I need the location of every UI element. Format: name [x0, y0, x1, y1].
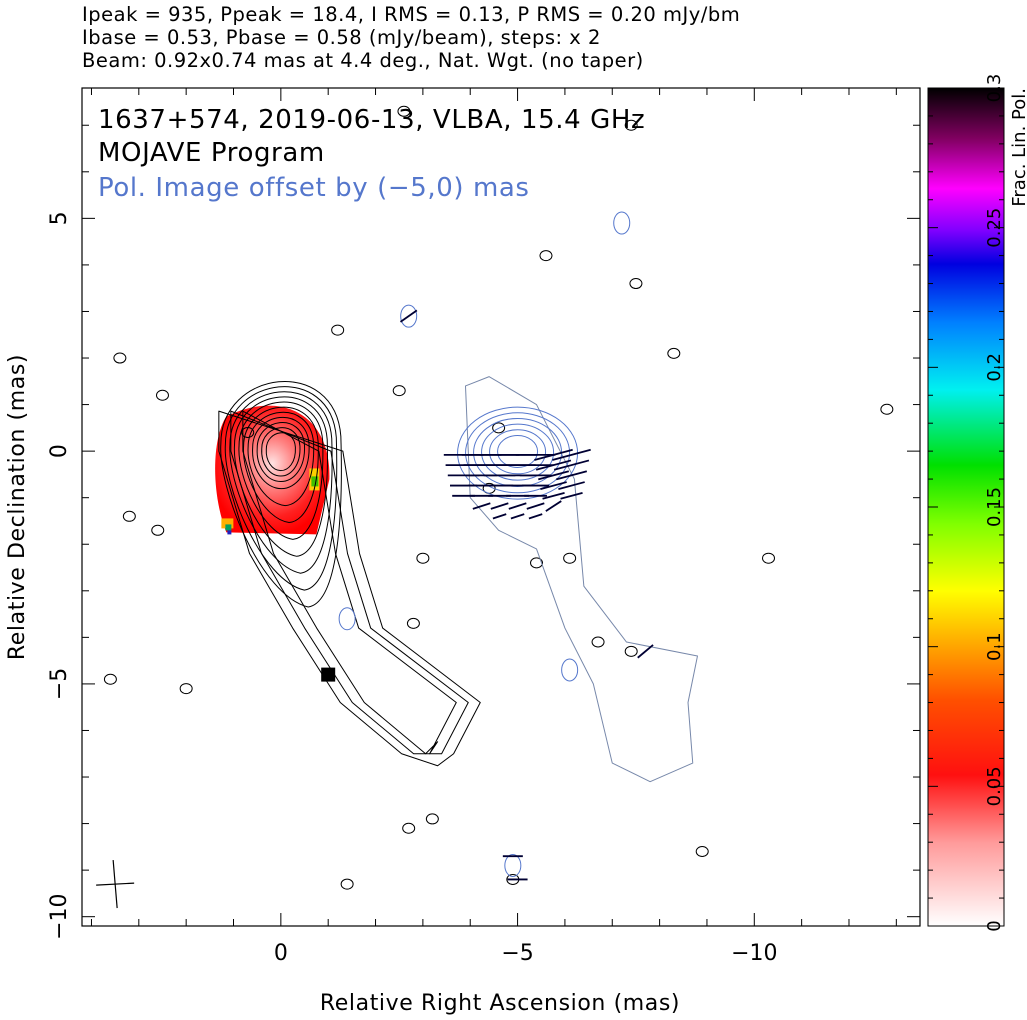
- noise-contour: [179, 683, 193, 695]
- pol-noise-contour: [400, 304, 418, 328]
- x-tick-label: 0: [274, 941, 288, 966]
- source-annotation: 1637+574, 2019-06-13, VLBA, 15.4 GHz: [98, 105, 645, 135]
- stokes-i-jet-contour: [230, 410, 469, 755]
- noise-contour: [539, 250, 553, 262]
- program-annotation: MOJAVE Program: [98, 138, 325, 168]
- x-tick-label: −5: [501, 941, 533, 966]
- evpa-vector: [552, 448, 591, 461]
- evpa-vector: [538, 470, 570, 481]
- noise-contour: [425, 813, 439, 825]
- y-tick-label: −5: [47, 668, 72, 700]
- y-axis-label: Relative Declination (mas): [5, 354, 30, 660]
- evpa-vector: [490, 502, 509, 510]
- noise-contour: [340, 878, 354, 890]
- colorbar: [927, 87, 1005, 927]
- noise-contour: [155, 389, 169, 401]
- pol-noise-contour: [338, 607, 356, 631]
- stokes-i-jet-contour: [218, 410, 481, 767]
- evpa-vector: [492, 513, 507, 520]
- colorbar-tick-label: 0.2: [984, 353, 1005, 382]
- pol-envelope-contour: [464, 376, 698, 783]
- evpa-vector: [526, 502, 545, 510]
- pol-contour: [481, 423, 555, 481]
- y-tick-label: −10: [47, 893, 72, 939]
- noise-contour: [667, 347, 681, 359]
- evpa-vector: [558, 481, 585, 490]
- colorbar-tick-label: 0.1: [984, 632, 1005, 661]
- fracpol-high-edge: [221, 518, 234, 529]
- pol-contour: [465, 412, 571, 494]
- evpa-vector: [540, 481, 567, 490]
- stokes-i-contour: [265, 432, 296, 472]
- colorbar-tick-label: 0.15: [984, 487, 1005, 527]
- x-axis-label: Relative Right Ascension (mas): [320, 991, 680, 1016]
- noise-contour: [397, 105, 411, 117]
- fracpol-high-edge: [225, 524, 232, 531]
- noise-contour: [392, 385, 406, 397]
- evpa-vector: [510, 513, 525, 520]
- noise-contour: [624, 645, 638, 657]
- stokes-i-contour: [233, 396, 328, 557]
- header-base-line: Ibase = 0.53, Pbase = 0.58 (mJy/beam), s…: [82, 26, 601, 49]
- evpa-vector: [556, 470, 588, 481]
- stokes-i-contour: [238, 401, 324, 540]
- x-tick-label: −10: [731, 941, 777, 966]
- evpa-vector: [637, 644, 654, 659]
- evpa-vector: [542, 492, 565, 500]
- beam-cross: [112, 860, 118, 909]
- y-tick-label: 5: [47, 211, 72, 225]
- colorbar-tick-label: 0: [984, 920, 1005, 931]
- noise-contour: [241, 427, 255, 439]
- stokes-i-contour: [256, 422, 305, 482]
- noise-contour: [151, 524, 165, 536]
- pol-offset-annotation: Pol. Image offset by (−5,0) mas: [98, 173, 530, 203]
- noise-contour: [629, 278, 643, 290]
- noise-contour: [122, 510, 136, 522]
- noise-contour: [113, 352, 127, 364]
- evpa-vector: [528, 513, 543, 520]
- noise-contour: [761, 552, 775, 564]
- pol-contour: [489, 429, 547, 475]
- noise-contour: [695, 846, 709, 858]
- header-beam-line: Beam: 0.92x0.74 mas at 4.4 deg., Nat. Wg…: [82, 49, 644, 72]
- noise-contour: [406, 617, 420, 629]
- fracpol-high-edge: [227, 530, 232, 535]
- stokes-i-jet-contour: [242, 410, 457, 755]
- fracpol-high-edge: [311, 476, 319, 487]
- plot-frame: [81, 87, 921, 927]
- noise-contour: [563, 552, 577, 564]
- header-peak-line: Ipeak = 935, Ppeak = 18.4, I RMS = 0.13,…: [82, 3, 741, 26]
- pol-noise-contour: [504, 853, 522, 877]
- noise-contour: [416, 552, 430, 564]
- stokes-i-contour: [247, 411, 315, 507]
- pol-contour: [497, 434, 539, 468]
- noise-contour: [331, 324, 345, 336]
- noise-contour: [880, 403, 894, 415]
- y-tick-label: 0: [47, 444, 72, 458]
- stokes-i-contour: [252, 417, 310, 490]
- evpa-vector: [508, 502, 527, 510]
- pol-noise-contour: [613, 211, 631, 235]
- colorbar-tick-label: 0.05: [984, 766, 1005, 806]
- noise-contour: [492, 422, 506, 434]
- colorbar-tick-label: 0.3: [984, 74, 1005, 103]
- colorbar-label: Frac. Lin. Pol.: [1009, 88, 1027, 207]
- evpa-vector: [560, 492, 583, 500]
- evpa-vector: [472, 502, 491, 510]
- stokes-i-contour: [220, 380, 342, 608]
- fracpol-pixel: [321, 667, 336, 682]
- evpa-vector: [399, 309, 418, 323]
- noise-contour: [402, 822, 416, 834]
- stokes-i-contour: [243, 406, 319, 523]
- noise-contour: [591, 636, 605, 648]
- evpa-vector: [545, 500, 562, 512]
- noise-contour: [530, 557, 544, 569]
- noise-contour: [103, 673, 117, 685]
- colorbar-tick-label: 0.25: [984, 208, 1005, 248]
- noise-contour: [624, 119, 638, 131]
- pol-noise-contour: [561, 658, 579, 682]
- evpa-vector: [553, 459, 590, 471]
